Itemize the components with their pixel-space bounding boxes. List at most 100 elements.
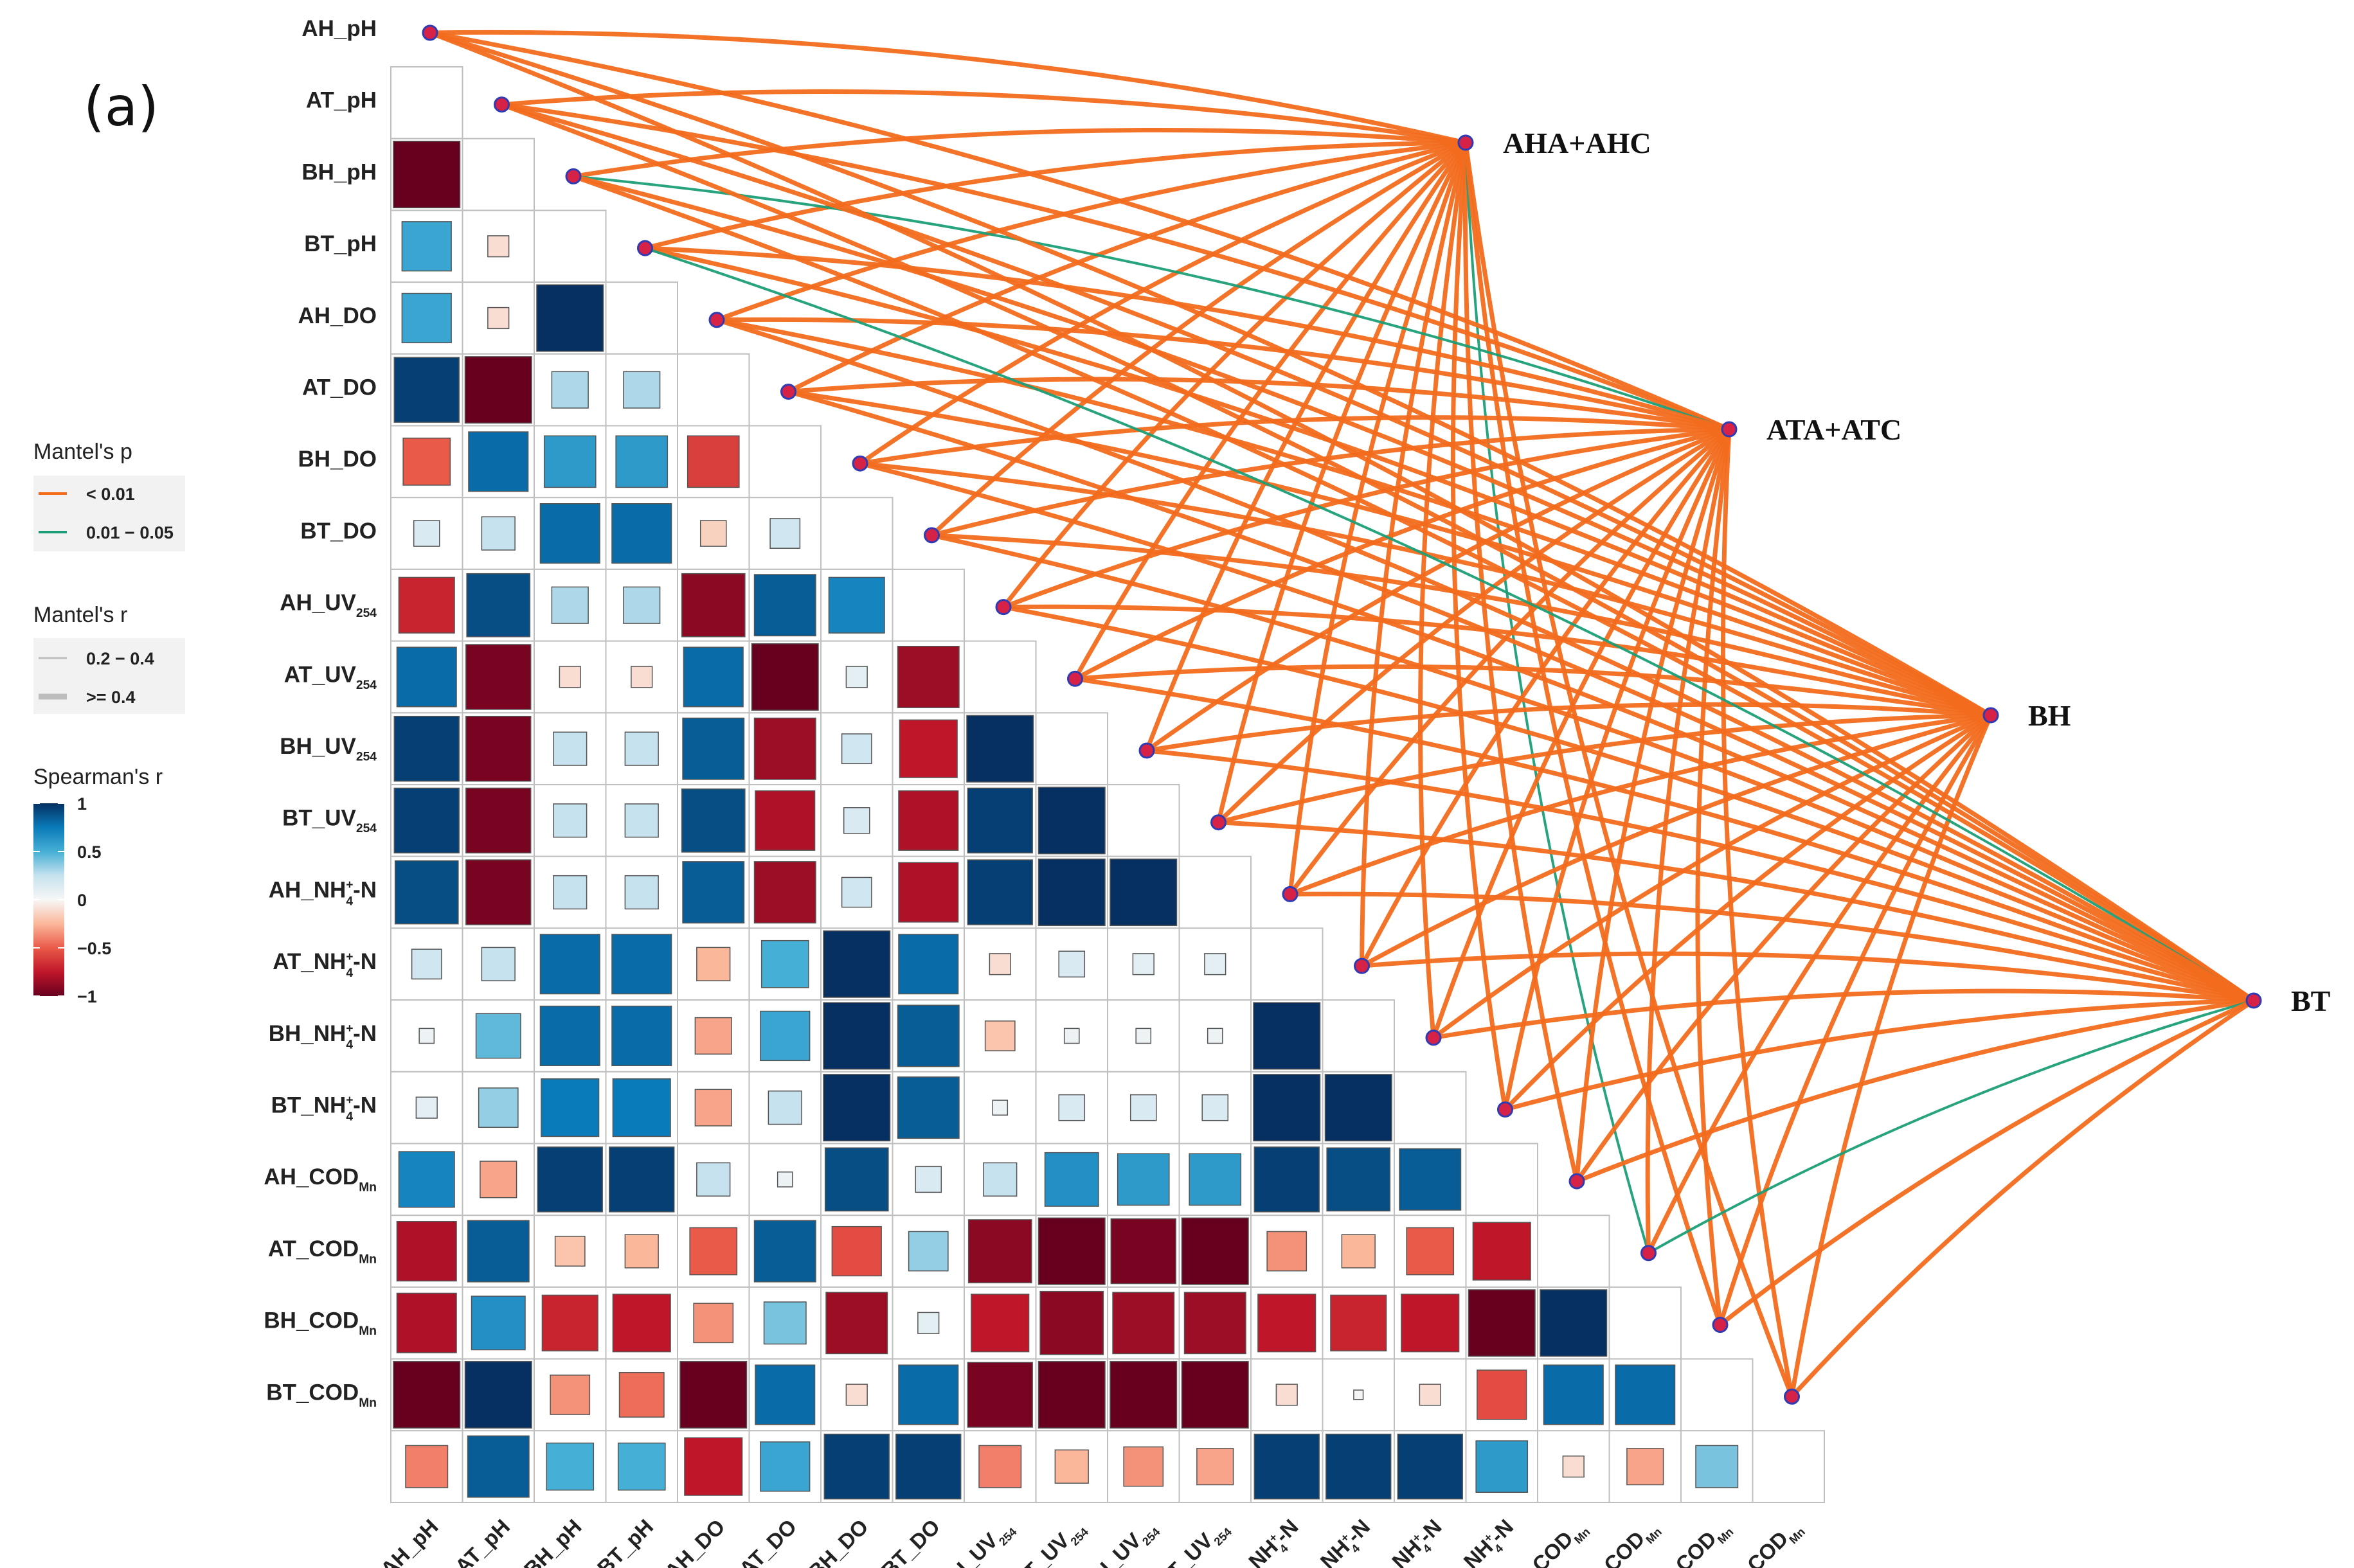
correlation-square — [897, 1076, 960, 1139]
correlation-square — [1475, 1440, 1529, 1493]
correlation-square — [1207, 1028, 1223, 1044]
diagonal-cell — [1394, 1071, 1467, 1145]
target-nodes: AHA+AHC ATA+ATC BH BT — [1457, 127, 2330, 1017]
correlation-square — [465, 787, 532, 854]
correlation-square — [1540, 1289, 1608, 1357]
correlation-square — [396, 1221, 457, 1282]
mantel-edge — [1574, 713, 1993, 1184]
correlation-square — [553, 875, 588, 910]
row-label: AH_CODMn — [264, 1164, 377, 1195]
legend-tick-label: −1 — [77, 987, 97, 1006]
row-label: AH_DO — [298, 303, 377, 328]
diagonal-cell — [1465, 1143, 1538, 1216]
correlation-square — [898, 1364, 959, 1425]
mantel-edge — [1431, 988, 2256, 1040]
column-label: AT_DO — [735, 1515, 802, 1568]
variable-node — [1425, 1029, 1442, 1046]
correlation-square — [541, 1078, 600, 1137]
variable-node — [708, 312, 725, 328]
correlation-square — [753, 861, 816, 924]
row-label: AT_pH — [306, 88, 377, 113]
variable-node — [1354, 958, 1370, 974]
correlation-square — [1058, 950, 1086, 978]
column-label: BT_DO — [877, 1515, 944, 1568]
correlation-square — [841, 877, 872, 908]
mantel-edge — [1001, 140, 1468, 610]
target-label: ATA+ATC — [1766, 413, 1901, 446]
column-label: BH_DO — [804, 1515, 873, 1568]
column-label: AT_pH — [451, 1515, 515, 1568]
mantel-edge — [427, 30, 1732, 432]
correlation-square — [753, 1220, 816, 1283]
mantel-edge — [930, 533, 2256, 1003]
column-label: AH_pH — [376, 1515, 443, 1568]
mantel-edge — [1417, 140, 1468, 1040]
mantel-edge — [1073, 676, 2256, 1003]
correlation-square — [1196, 1448, 1234, 1486]
mantel-edge — [1462, 140, 1579, 1184]
correlation-square — [824, 1147, 889, 1212]
mantel-edge — [571, 174, 2256, 1003]
correlation-square — [1063, 1028, 1080, 1044]
correlation-square — [539, 503, 600, 564]
correlation-square — [768, 1091, 802, 1125]
correlation-square — [611, 1005, 672, 1066]
correlation-square — [1468, 1289, 1536, 1357]
variable-node — [1138, 742, 1155, 759]
correlation-square — [694, 1017, 732, 1055]
correlation-square — [618, 1371, 665, 1418]
mantel-edge — [1360, 951, 2256, 1003]
correlation-square — [917, 1312, 940, 1334]
row-label: BT_pH — [304, 231, 377, 256]
correlation-square — [393, 715, 460, 782]
mantel-edge — [1360, 713, 1993, 968]
mantel-edge — [1790, 998, 2256, 1399]
correlation-square — [1038, 1217, 1106, 1285]
correlation-square — [841, 733, 872, 765]
correlation-square — [467, 1435, 530, 1498]
mantel-edge — [643, 245, 1732, 432]
correlation-square — [478, 1087, 519, 1128]
correlation-square — [413, 520, 440, 547]
correlation-square — [898, 862, 959, 923]
correlation-square — [481, 947, 516, 981]
mantel-edge — [572, 175, 1730, 431]
column-label: BH_UV254 — [1078, 1515, 1163, 1568]
correlation-square — [1257, 1294, 1316, 1353]
variable-node — [637, 240, 653, 256]
row-label: BT_CODMn — [266, 1380, 377, 1410]
variable-node — [422, 24, 438, 41]
mantel-edge — [858, 461, 1993, 718]
mantel-edge — [1001, 604, 1993, 718]
row-label: BH_UV254 — [280, 734, 377, 764]
legend-tick-label: 1 — [77, 794, 87, 814]
correlation-square — [967, 1362, 1033, 1428]
correlation-square — [546, 1442, 595, 1491]
mantel-edge — [1288, 891, 2256, 1003]
correlation-square — [402, 438, 451, 486]
mantel-edge — [1073, 427, 1732, 681]
mantel-edge — [499, 102, 1993, 718]
row-label: BT_NH+ 4-N — [271, 1093, 377, 1124]
correlation-square — [897, 645, 960, 708]
mantel-edge — [1431, 713, 1993, 1040]
correlation-square — [1266, 1231, 1307, 1272]
mantel-edge — [1144, 702, 1993, 753]
correlation-square — [760, 1441, 811, 1492]
correlation-square — [1132, 953, 1155, 976]
correlation-square — [1181, 1360, 1249, 1429]
correlation-square — [487, 307, 510, 330]
mantel-edge — [643, 247, 2255, 1002]
legend-s-title: Spearman's r — [33, 765, 163, 789]
correlation-square — [411, 949, 442, 980]
correlation-square — [1353, 1389, 1364, 1400]
mantel-edge — [858, 140, 1468, 466]
row-label: BH_NH+ 4-N — [269, 1021, 377, 1052]
mantel-edge — [1574, 998, 2256, 1184]
legend-p-title: Mantel's p — [33, 440, 132, 464]
correlation-square — [696, 1162, 731, 1197]
correlation-square — [631, 666, 653, 688]
variable-node — [1568, 1173, 1585, 1189]
variable-node — [1712, 1317, 1729, 1333]
correlation-square — [689, 1227, 738, 1276]
